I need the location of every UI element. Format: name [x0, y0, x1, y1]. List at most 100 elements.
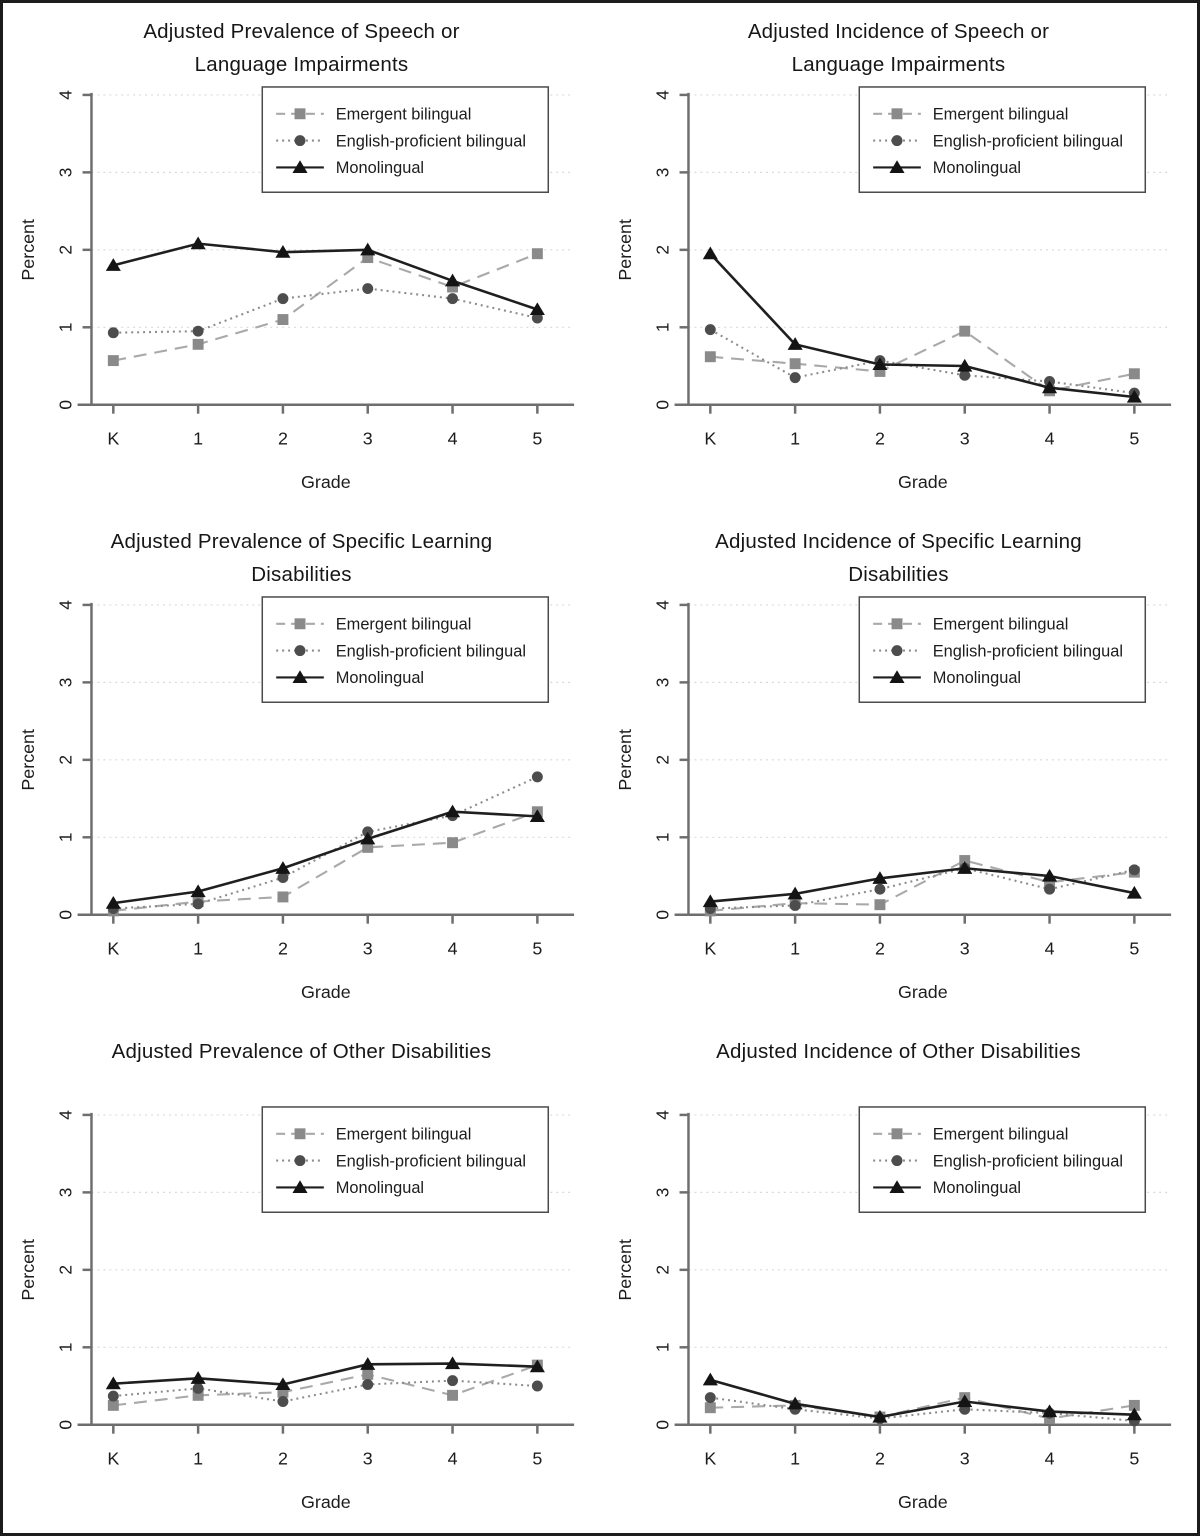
series-monolingual — [702, 1372, 1142, 1423]
legend-square-marker — [891, 108, 902, 120]
x-tick-label: 5 — [532, 1448, 542, 1468]
chart-title-line-2: Disabilities — [848, 563, 949, 586]
legend: Emergent bilingual English-proficient bil… — [261, 86, 549, 193]
legend-square-marker — [891, 618, 902, 630]
chart-canvas: 0 1 2 3 4 K 1 2 3 4 5 Percent Grade Emergent bilingua… — [18, 596, 574, 1002]
chart-title-line-2: Disabilities — [251, 563, 352, 586]
x-tick-label: 2 — [277, 938, 287, 958]
y-tick-label: 2 — [652, 755, 672, 765]
data-point-marker — [274, 1377, 290, 1391]
data-point-marker — [361, 283, 373, 295]
series-line — [709, 1396, 1135, 1420]
data-point-marker — [359, 242, 375, 256]
x-tick-label: K — [107, 428, 119, 448]
legend-triangle-marker — [291, 1180, 308, 1193]
data-point-marker — [704, 351, 716, 363]
series-monolingual — [105, 1356, 545, 1391]
chart-panel-prevalence-specific-learning: Adjusted Prevalence of Specific Learning… — [3, 513, 600, 1023]
chart-panel-incidence-speech-language: Adjusted Incidence of Speech or Language… — [600, 3, 1197, 513]
x-tick-label: 3 — [959, 938, 969, 958]
series-monolingual — [702, 246, 1142, 403]
y-tick-label: 3 — [652, 1188, 672, 1198]
data-point-marker — [787, 337, 803, 350]
legend-circle-marker — [891, 645, 902, 657]
legend-box — [858, 1106, 1146, 1213]
data-point-marker — [361, 841, 373, 853]
data-point-marker — [192, 338, 204, 350]
legend-label: Emergent bilingual — [932, 1126, 1068, 1144]
y-tick-label: 2 — [55, 245, 75, 255]
x-tick-label: 4 — [1044, 1448, 1054, 1468]
y-tick-label: 2 — [55, 755, 75, 765]
chart-panel-prevalence-speech-language: Adjusted Prevalence of Speech or Languag… — [3, 3, 600, 513]
chart-title: Adjusted Incidence of Speech or Language… — [600, 15, 1197, 83]
legend-label: Monolingual — [335, 669, 423, 687]
legend-label: Monolingual — [335, 159, 423, 177]
data-point-marker — [192, 1382, 204, 1394]
legend-circle-marker — [891, 1155, 902, 1167]
data-point-marker — [787, 1396, 803, 1410]
y-tick-label: 3 — [55, 678, 75, 688]
x-tick-label: 2 — [874, 428, 884, 448]
legend: Emergent bilingual English-proficient bil… — [261, 1106, 549, 1213]
y-tick-label: 0 — [652, 1420, 672, 1430]
y-tick-label: 0 — [55, 1420, 75, 1430]
data-point-marker — [105, 895, 121, 909]
chart-grid: Adjusted Prevalence of Speech or Languag… — [3, 3, 1197, 1533]
data-point-marker — [958, 855, 970, 866]
data-point-marker — [1043, 883, 1055, 895]
data-point-marker — [1128, 864, 1140, 876]
y-tick-label: 3 — [55, 1188, 75, 1198]
y-tick-label: 1 — [652, 1342, 672, 1352]
data-point-marker — [446, 837, 458, 849]
y-tick-label: 4 — [55, 90, 75, 100]
chart-title-line-1: Adjusted Incidence of Other Disabilities — [716, 1040, 1081, 1063]
chart-title-line-1: Adjusted Incidence of Speech or — [747, 20, 1050, 43]
data-point-marker — [276, 293, 288, 305]
legend-triangle-marker — [888, 160, 905, 173]
data-point-marker — [192, 325, 204, 337]
x-tick-label: 4 — [1044, 938, 1054, 958]
data-point-marker — [873, 899, 885, 911]
series-english-proficient-bilingual — [704, 324, 1140, 399]
x-axis-title: Grade — [898, 1492, 948, 1512]
data-point-marker — [531, 1380, 543, 1392]
data-point-marker — [446, 1375, 458, 1387]
legend-label: Monolingual — [932, 669, 1020, 687]
legend: Emergent bilingual English-proficient bil… — [858, 86, 1146, 193]
series-line — [112, 242, 538, 311]
series-emergent-bilingual — [704, 325, 1140, 397]
series-monolingual — [702, 861, 1142, 908]
x-tick-label: K — [107, 938, 119, 958]
legend-label: English-proficient bilingual — [932, 132, 1122, 150]
x-tick-label: 3 — [959, 1448, 969, 1468]
x-tick-label: 1 — [790, 428, 800, 448]
data-point-marker — [446, 1389, 458, 1401]
chart-canvas: 0 1 2 3 4 K 1 2 3 4 5 Percent Grade Emergent bilingua… — [18, 1106, 574, 1512]
series-line — [112, 287, 538, 334]
legend-label: English-proficient bilingual — [932, 642, 1122, 660]
legend-label: Emergent bilingual — [932, 616, 1068, 634]
y-axis-title: Percent — [18, 729, 38, 791]
legend-label: Monolingual — [932, 1179, 1020, 1197]
legend-label: English-proficient bilingual — [335, 132, 525, 150]
legend-square-marker — [294, 108, 305, 120]
y-tick-label: 3 — [55, 168, 75, 178]
y-axis-title: Percent — [615, 729, 635, 791]
x-tick-label: 5 — [1129, 938, 1139, 958]
x-axis-title: Grade — [301, 472, 351, 492]
data-point-marker — [276, 314, 288, 326]
data-point-marker — [956, 1394, 972, 1408]
data-point-marker — [531, 312, 543, 324]
y-tick-label: 4 — [55, 600, 75, 610]
data-point-marker — [446, 293, 458, 305]
series-line — [709, 329, 1135, 392]
series-emergent-bilingual — [107, 248, 543, 367]
data-point-marker — [444, 804, 460, 818]
data-point-marker — [192, 898, 204, 910]
x-tick-label: 1 — [193, 938, 203, 958]
x-tick-label: 1 — [790, 938, 800, 958]
legend-circle-marker — [294, 135, 305, 147]
legend-box — [858, 86, 1146, 193]
data-point-marker — [529, 809, 545, 822]
